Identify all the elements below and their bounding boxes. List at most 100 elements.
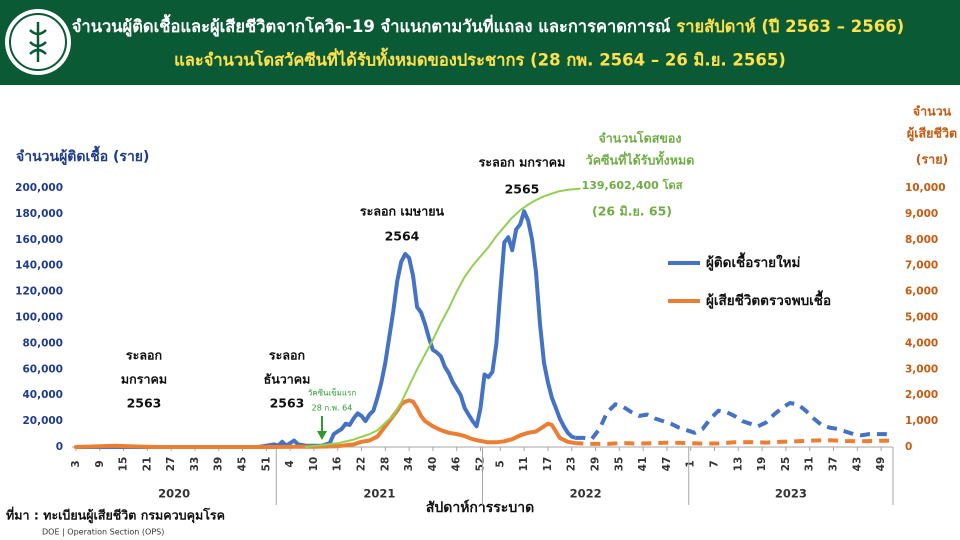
y2-tick-label: 0 [905,441,912,453]
y2-tick-label: 4,000 [905,337,938,349]
x-tick-label: 46 [451,457,463,472]
x-tick-label: 25 [780,457,792,472]
x-tick-label: 39 [213,457,225,472]
annotation: ระลอก [269,348,305,363]
vaccine-annotation: วัคซีนที่ได้รับทั้งหมด [586,151,695,168]
x-tick-label: 49 [875,457,887,472]
x-tick-label: 31 [804,457,816,472]
annotation: 2563 [127,396,162,411]
y-axis-title: จำนวนผู้ติดเชื้อ (ราย) [16,145,149,165]
legend-label: ผู้ติดเชื้อรายใหม่ [706,252,800,271]
y2-tick-label: 9,000 [905,208,938,220]
vaccine-annotation: (26 มิ.ย. 65) [592,204,672,219]
x-tick-label: 43 [851,457,863,472]
x-tick-label: 17 [542,457,554,472]
vaccine-total-label: 139,602,400 โดส [582,178,683,192]
annotation: 2565 [505,182,540,197]
x-tick-label: 47 [661,457,673,472]
x-tick-label: 15 [118,457,130,472]
annotation: ระลอก มกราคม [479,155,566,170]
line-solid [74,398,576,449]
annotation: ธันวาคม [264,372,311,387]
x-tick-label: 41 [637,457,649,472]
vaccine-start-note: 28 ก.พ. 64 [312,404,353,413]
x-axis-title: สัปดาห์การระบาด [426,499,534,516]
annotation: ระลอก [126,348,162,363]
y2-axis-title: จำนวน [913,104,952,119]
x-tick-label: 34 [403,457,415,472]
x-tick-label: 29 [590,457,602,472]
x-tick-label: 19 [756,457,768,472]
y-tick-label: 80,000 [22,337,63,349]
x-tick-label: 23 [566,457,578,472]
y2-axis-title: ผู้เสียชีวิต [907,126,957,142]
y2-tick-label: 5,000 [905,312,938,324]
title-main: จำนวนผู้ติดเชื้อและผู้เสียชีวิตจากโควิด-… [72,14,671,38]
x-tick-label: 51 [260,457,272,472]
logo [5,9,71,75]
y-tick-label: 200,000 [15,182,63,194]
x-tick-label: 37 [828,457,840,472]
x-tick-label: 22 [356,457,368,472]
annotation: 2563 [270,396,305,411]
y-tick-label: 180,000 [15,208,63,220]
annotation: มกราคม [121,372,167,387]
x-tick-label: 21 [141,457,153,472]
chart-title: จำนวนผู้ติดเชื้อและผู้เสียชีวิตจากโควิด-… [72,14,904,38]
y-tick-label: 140,000 [15,260,63,272]
y-tick-label: 100,000 [15,312,63,324]
annotation: 2564 [385,229,420,244]
year-label: 2021 [363,487,395,501]
x-tick-label: 1 [685,460,697,467]
y-tick-label: 60,000 [22,363,63,375]
y2-tick-label: 6,000 [905,286,938,298]
line-solid [74,209,576,449]
x-tick-label: 27 [165,457,177,472]
x-tick-label: 45 [237,457,249,472]
line-forecast [575,438,894,446]
y2-tick-label: 8,000 [905,234,938,246]
year-label: 2022 [570,487,602,501]
line-forecast [575,401,894,442]
source-note: ที่มา : ทะเบียนผู้เสียชีวิต กรมควบคุมโรค [6,507,225,524]
y2-axis-title: (ราย) [916,152,948,167]
x-tick-label: 10 [308,457,320,472]
header-band [0,0,960,85]
x-tick-label: 11 [518,457,530,472]
vaccine-start-note: วัคซีนเข็มแรก [308,388,357,398]
x-tick-label: 7 [709,460,721,467]
y-tick-label: 0 [56,441,63,453]
x-tick-label: 35 [613,457,625,472]
y2-tick-label: 2,000 [905,389,938,401]
x-tick-label: 9 [94,460,106,467]
line [305,187,581,448]
legend-label: ผู้เสียชีวิตตรวจพบเชื้อ [706,290,831,309]
x-tick-label: 5 [494,460,506,467]
vaccine-start-arrow [317,416,327,440]
x-tick-label: 52 [475,457,487,472]
y2-tick-label: 10,000 [905,182,946,194]
plot-area: 0 20,000 40,000 60,000 80,000 100,000 120,000 1… [15,182,946,505]
chart-subtitle: และจำนวนโดสวัคซีนที่ได้รับทั้งหมดของประช… [174,48,786,70]
y2-tick-label: 7,000 [905,260,938,272]
title-highlight: รายสัปดาห์ (ปี 2563 – 2566) [676,17,904,36]
credit: DOE | Operation Section (OPS) [42,528,164,537]
y-tick-label: 20,000 [22,415,63,427]
x-tick-label: 3 [70,460,82,467]
x-tick-label: 4 [284,460,296,467]
y2-tick-label: 1,000 [905,415,938,427]
x-tick-label: 16 [332,457,344,472]
x-tick-label: 13 [732,457,744,472]
x-tick-label: 33 [189,457,201,472]
y-tick-label: 160,000 [15,234,63,246]
x-tick-label: 40 [427,457,439,472]
x-tick-label: 28 [379,457,391,472]
y-tick-label: 120,000 [15,286,63,298]
year-label: 2023 [775,487,807,501]
vaccine-annotation: จำนวนโดสของ [598,131,681,146]
annotation: ระลอก เมษายน [360,204,445,219]
y2-tick-label: 3,000 [905,363,938,375]
y-tick-label: 40,000 [22,389,63,401]
